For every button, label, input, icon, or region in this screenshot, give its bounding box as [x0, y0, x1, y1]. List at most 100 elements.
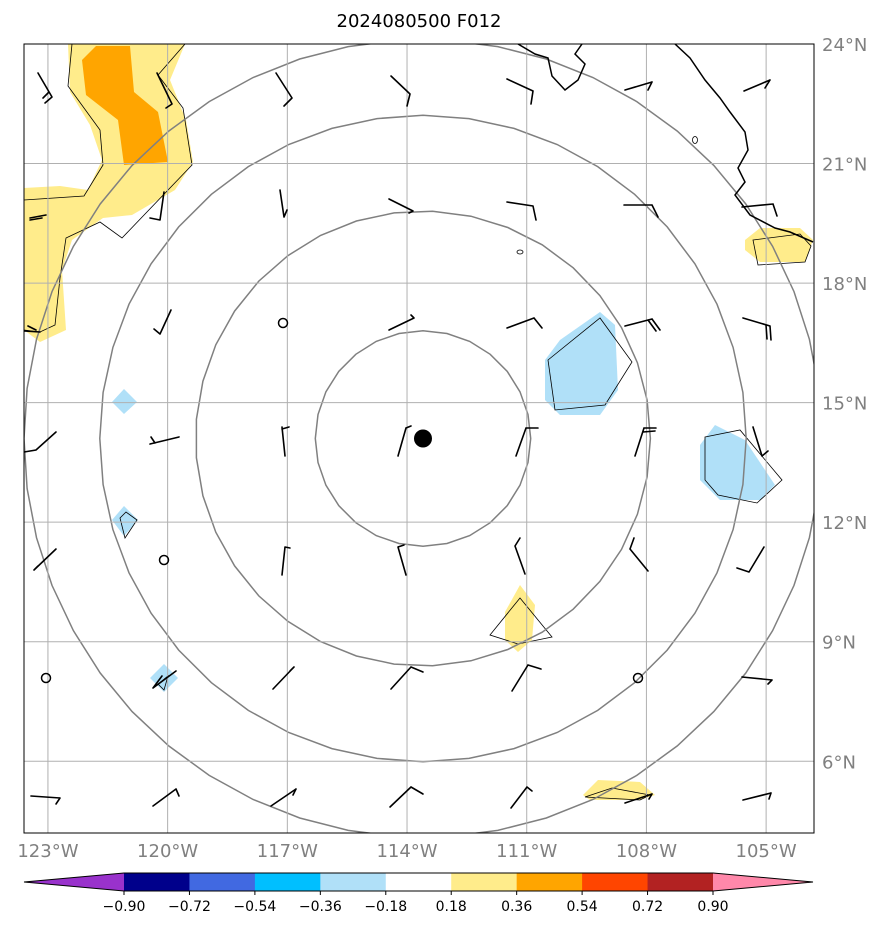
wind-barb — [742, 317, 772, 341]
colorbar-segment — [320, 873, 387, 891]
map-frame — [23, 43, 815, 834]
wind-barb — [149, 436, 180, 445]
wind-barb — [623, 204, 659, 218]
colorbar-tick-label: 0.72 — [632, 899, 663, 915]
wind-barb — [152, 670, 177, 689]
lon-tick-label: 120°W — [137, 841, 198, 862]
colorbar-segment — [516, 873, 583, 891]
colorbar-segment — [385, 873, 452, 891]
figure-title: 2024080500 F012 — [337, 11, 502, 32]
wind-barb — [506, 78, 534, 105]
colorbar-segment — [254, 873, 321, 891]
wind-barb — [388, 314, 415, 331]
colorbar-segment — [124, 873, 190, 891]
wind-barb — [741, 676, 773, 685]
colorbar-extend-low — [24, 873, 124, 891]
lat-tick-label: 18°N — [822, 274, 867, 295]
lon-tick-label: 117°W — [257, 841, 318, 862]
wind-barb — [634, 427, 657, 457]
calm-wind-marker — [40, 672, 52, 684]
range-ring — [314, 330, 532, 547]
map-plot-area — [24, 44, 814, 833]
colorbar: −0.90 −0.72 −0.54 −0.36 −0.18 0.18 0.36 0.54 0.7… — [23, 872, 814, 915]
wind-barb — [511, 664, 542, 692]
colorbar-extend-high — [713, 873, 813, 891]
wind-barb — [29, 214, 47, 221]
colorbar-tick-label: −0.54 — [233, 899, 276, 915]
calm-wind-marker — [158, 554, 170, 566]
lat-tick-label: 15°N — [822, 394, 867, 415]
wind-barb — [24, 325, 41, 333]
lon-tick-label: 123°W — [17, 841, 78, 862]
colorbar-tick-label: −0.90 — [103, 899, 146, 915]
longitude-labels: 123°W 120°W 117°W 114°W 111°W 108°W 105°W — [17, 841, 797, 862]
calm-wind-marker — [277, 317, 289, 329]
wind-barbs — [24, 72, 778, 809]
wind-barb — [741, 203, 778, 217]
lat-tick-label: 6°N — [822, 752, 856, 773]
colorbar-segment — [647, 873, 714, 891]
wind-barb — [752, 426, 769, 457]
lat-tick-label: 12°N — [822, 513, 867, 534]
wind-barb — [279, 189, 288, 218]
lon-tick-label: 108°W — [616, 841, 677, 862]
wind-barb — [37, 72, 53, 104]
colorbar-segment — [189, 873, 256, 891]
wind-barb — [388, 198, 414, 214]
colorbar-tick-label: 0.90 — [697, 899, 728, 915]
wind-barb — [153, 309, 172, 335]
shaded-field-negative — [112, 312, 775, 692]
wind-barb — [736, 546, 765, 573]
wind-barb — [389, 786, 424, 808]
wind-barb — [742, 792, 772, 801]
lat-tick-label: 24°N — [822, 35, 867, 56]
field-contours — [24, 44, 812, 801]
range-ring — [24, 44, 814, 833]
wind-barb — [397, 544, 407, 576]
range-rings — [24, 44, 814, 833]
coastline — [517, 44, 814, 243]
wind-barb — [743, 79, 771, 92]
wind-barb — [510, 786, 533, 809]
colorbar-tick-label: −0.72 — [168, 899, 211, 915]
wind-barb — [514, 537, 526, 575]
lon-tick-label: 111°W — [496, 841, 557, 862]
lon-tick-label: 105°W — [736, 841, 797, 862]
wind-barb — [152, 788, 180, 807]
wind-barb — [397, 425, 412, 457]
wind-barb — [275, 72, 293, 107]
wind-barb — [624, 793, 653, 804]
storm-center-marker — [413, 429, 432, 448]
wind-barb — [624, 318, 661, 332]
wind-barb — [24, 431, 57, 453]
wind-barb — [629, 537, 649, 572]
lat-tick-label: 9°N — [822, 633, 856, 654]
wind-barb — [281, 546, 291, 576]
wind-barb — [33, 548, 57, 571]
calm-wind-marker — [632, 672, 644, 684]
range-ring — [195, 210, 652, 667]
colorbar-segment — [582, 873, 649, 891]
wind-barb — [506, 317, 543, 329]
wind-barb — [30, 795, 61, 805]
wind-barb — [281, 426, 290, 457]
wind-barb — [270, 788, 297, 807]
wind-barb — [156, 72, 173, 109]
wind-barb — [515, 427, 539, 457]
colorbar-tick-label: −0.18 — [364, 899, 407, 915]
colorbar-tick-label: 0.18 — [436, 899, 467, 915]
lon-tick-label: 114°W — [376, 841, 437, 862]
wind-barb — [390, 666, 424, 690]
lat-tick-label: 21°N — [822, 155, 867, 176]
wind-barb — [506, 201, 537, 221]
shaded-field-positive — [24, 44, 813, 800]
colorbar-tick-label: 0.54 — [567, 899, 598, 915]
wind-barb — [149, 191, 165, 221]
latitude-labels: 24°N 21°N 18°N 15°N 12°N 9°N 6°N — [822, 35, 867, 773]
colorbar-tick-label: −0.36 — [299, 899, 342, 915]
wind-barb — [272, 666, 295, 690]
colorbar-segment — [451, 873, 518, 891]
colorbar-tick-label: 0.36 — [501, 899, 532, 915]
range-ring — [99, 114, 747, 763]
